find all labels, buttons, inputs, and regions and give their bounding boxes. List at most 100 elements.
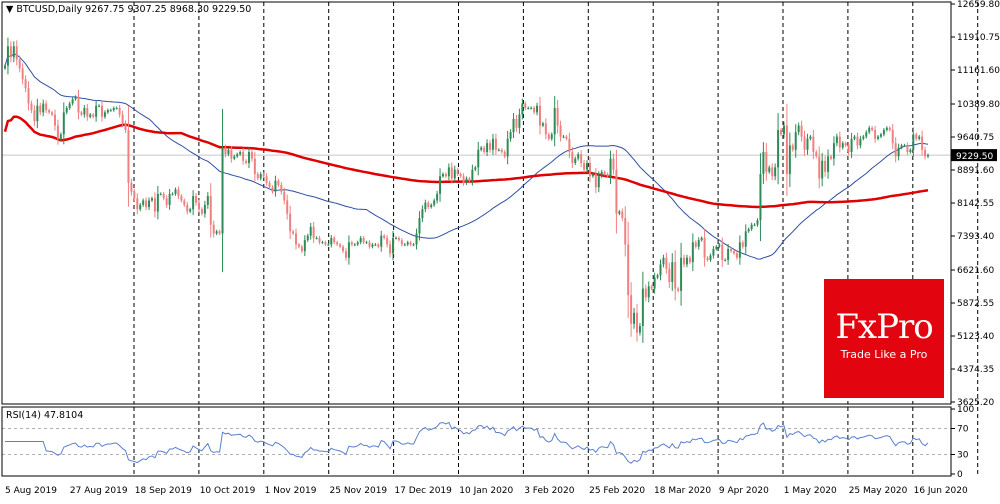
candle-body bbox=[177, 189, 180, 197]
candle-body bbox=[145, 200, 148, 208]
candle-body bbox=[818, 156, 821, 179]
price-tick-label: 5123.40 bbox=[957, 332, 994, 342]
candle-body bbox=[195, 196, 198, 203]
candle-body bbox=[759, 174, 762, 221]
candle-body bbox=[424, 202, 427, 210]
candle-body bbox=[262, 174, 265, 177]
candle-body bbox=[268, 182, 271, 188]
candle-body bbox=[324, 242, 327, 245]
price-tick-label: 8142.55 bbox=[957, 199, 994, 209]
candle-body bbox=[312, 226, 315, 238]
candle-body bbox=[39, 105, 42, 113]
candle-body bbox=[350, 242, 353, 245]
price-tick-label: 5872.55 bbox=[957, 299, 994, 309]
candle-body bbox=[630, 295, 633, 324]
candle-body bbox=[74, 96, 77, 100]
candle-body bbox=[730, 248, 733, 252]
candle-body bbox=[436, 193, 439, 201]
candle-body bbox=[618, 211, 621, 214]
x-tick-label: 1 Nov 2019 bbox=[265, 486, 317, 496]
candle-body bbox=[412, 244, 415, 246]
candle-body bbox=[289, 213, 292, 232]
price-tick-label: 11910.75 bbox=[957, 33, 1000, 43]
candle-body bbox=[500, 149, 503, 153]
candle-body bbox=[433, 200, 436, 205]
x-tick-label: 25 Nov 2019 bbox=[330, 486, 388, 496]
candle-body bbox=[377, 244, 380, 247]
candle-body bbox=[700, 237, 703, 241]
candle-body bbox=[386, 237, 389, 245]
price-tick-label: 3625.20 bbox=[957, 398, 994, 408]
candle-body bbox=[109, 110, 112, 112]
price-tick-label: 8891.60 bbox=[957, 166, 994, 176]
candle-body bbox=[583, 163, 586, 170]
candle-body bbox=[227, 149, 230, 155]
candle-body bbox=[171, 193, 174, 195]
candle-body bbox=[280, 185, 283, 192]
candle-body bbox=[915, 134, 918, 139]
candle-body bbox=[245, 160, 248, 164]
candle-body bbox=[12, 46, 15, 58]
candle-body bbox=[824, 160, 827, 172]
candle-body bbox=[250, 152, 253, 159]
candle-body bbox=[106, 110, 109, 113]
candle-body bbox=[392, 237, 395, 254]
candle-body bbox=[732, 251, 735, 254]
candle-body bbox=[547, 134, 550, 139]
candle-body bbox=[524, 103, 527, 108]
candle-body bbox=[694, 242, 697, 247]
candle-body bbox=[885, 127, 888, 130]
candle-body bbox=[594, 174, 597, 188]
candle-body bbox=[477, 149, 480, 168]
candles-layer bbox=[4, 37, 929, 343]
logo-name: FxPro bbox=[835, 307, 933, 347]
candle-body bbox=[744, 231, 747, 247]
candle-body bbox=[577, 154, 580, 159]
candle-body bbox=[900, 145, 903, 148]
candle-body bbox=[624, 218, 627, 245]
candle-body bbox=[491, 138, 494, 150]
candle-body bbox=[30, 103, 33, 111]
candle-body bbox=[797, 125, 800, 133]
candle-body bbox=[600, 171, 603, 177]
fxpro-logo: FxPro Trade Like a Pro bbox=[824, 279, 944, 398]
candle-body bbox=[374, 244, 377, 246]
candle-body bbox=[635, 312, 638, 333]
candle-body bbox=[603, 171, 606, 175]
candle-body bbox=[788, 145, 791, 175]
price-tick-label: 6621.60 bbox=[957, 266, 994, 276]
candle-body bbox=[512, 118, 515, 133]
collapse-triangle-icon[interactable]: ▼ bbox=[6, 4, 14, 15]
candle-body bbox=[753, 224, 756, 226]
candle-body bbox=[318, 237, 321, 243]
candle-body bbox=[51, 112, 54, 115]
candle-body bbox=[342, 246, 345, 252]
price-tick-label: 7393.40 bbox=[957, 232, 994, 242]
candle-body bbox=[221, 147, 224, 234]
candle-body bbox=[359, 237, 362, 243]
candle-body bbox=[24, 79, 27, 89]
chart-header: ▼ BTCUSD,Daily 9267.75 9307.25 8968.30 9… bbox=[6, 4, 251, 15]
rsi-tick-label: 30 bbox=[957, 451, 969, 461]
candle-body bbox=[527, 107, 530, 109]
candle-body bbox=[709, 255, 712, 260]
candle-body bbox=[541, 123, 544, 126]
candle-body bbox=[253, 158, 256, 175]
candle-body bbox=[118, 107, 121, 115]
candle-body bbox=[421, 209, 424, 219]
candle-body bbox=[821, 160, 824, 179]
candle-body bbox=[159, 193, 162, 195]
candle-body bbox=[888, 127, 891, 130]
last-price-tag bbox=[951, 149, 997, 162]
candle-body bbox=[265, 176, 268, 183]
candle-body bbox=[556, 107, 559, 126]
candle-body bbox=[247, 152, 250, 164]
x-tick-label: 25 Feb 2020 bbox=[589, 486, 645, 496]
candle-body bbox=[765, 152, 768, 172]
x-tick-label: 16 Jun 2020 bbox=[914, 486, 968, 496]
candle-body bbox=[812, 136, 815, 153]
candle-body bbox=[230, 149, 233, 159]
candle-body bbox=[242, 152, 245, 161]
rsi-panel-frame bbox=[1, 406, 952, 477]
candle-body bbox=[80, 112, 83, 115]
